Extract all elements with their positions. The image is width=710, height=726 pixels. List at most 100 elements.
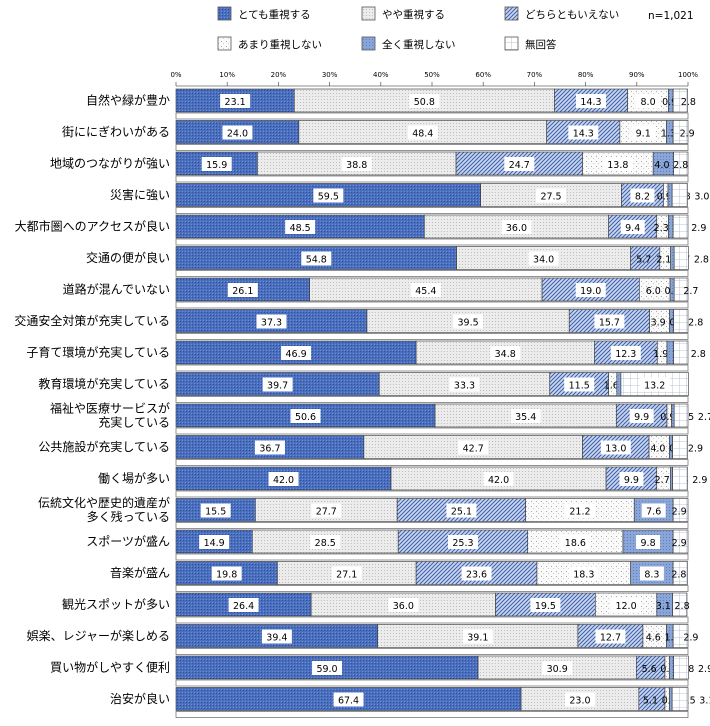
data-label-box bbox=[312, 661, 343, 675]
category-label: 大都市圏へのアクセスが良い bbox=[15, 219, 170, 234]
data-label-box bbox=[281, 346, 312, 360]
data-label: 1.9 bbox=[653, 349, 668, 360]
data-label: 8.2 bbox=[635, 192, 650, 203]
row-separator bbox=[175, 175, 689, 183]
data-label-box bbox=[600, 440, 631, 455]
data-label: 34.0 bbox=[533, 255, 554, 266]
data-label: 36.0 bbox=[393, 601, 414, 612]
legend-swatch bbox=[217, 6, 232, 21]
data-label: 23.0 bbox=[569, 696, 590, 707]
data-label: 42.0 bbox=[488, 475, 509, 486]
data-label: 1.3 bbox=[665, 633, 680, 644]
row-separator bbox=[175, 585, 689, 592]
bar-row: 音楽が盛ん 19.8 27.1 23.6 18.3 8.3 2.8 bbox=[110, 561, 689, 592]
data-label-box bbox=[510, 409, 541, 423]
bar-row: 街ににぎわいがある 24.0 48.4 14.3 9.1 1.3 2.9 bbox=[62, 120, 695, 151]
bar-segment bbox=[672, 120, 689, 144]
category-label: 多く残っている bbox=[87, 510, 170, 524]
data-label: 12.0 bbox=[615, 601, 636, 612]
row-separator bbox=[175, 427, 689, 435]
data-label-box bbox=[595, 629, 626, 644]
data-label-box bbox=[620, 220, 645, 234]
x-tick-label: 100% bbox=[678, 71, 698, 79]
row-separator bbox=[175, 553, 689, 561]
category-label: 音楽が盛ん bbox=[110, 565, 170, 580]
bar-segment bbox=[671, 183, 688, 207]
data-label: 4.6 bbox=[646, 633, 661, 644]
category-label: 観光スポットが多い bbox=[62, 597, 170, 612]
data-label: 9.9 bbox=[624, 475, 639, 486]
category-label: 子育て環境が充実している bbox=[26, 345, 170, 360]
data-label: 2.9 bbox=[672, 538, 687, 549]
data-label: 6.0 bbox=[646, 286, 661, 297]
data-label-box bbox=[504, 157, 535, 171]
x-tick-label: 20% bbox=[271, 71, 287, 79]
category-label: 働く場が多い bbox=[98, 471, 170, 486]
data-label: 13.0 bbox=[605, 444, 626, 455]
category-label: 買い物がしやすく便利 bbox=[50, 660, 170, 675]
data-label: 5.6 bbox=[642, 664, 657, 675]
data-label: 46.9 bbox=[285, 349, 306, 360]
row-separator bbox=[175, 144, 689, 151]
data-label-box bbox=[564, 692, 595, 707]
data-label: 59.0 bbox=[316, 664, 337, 675]
data-label-box bbox=[311, 503, 342, 518]
data-label: 8.3 bbox=[644, 570, 659, 581]
data-label: 15.7 bbox=[599, 318, 620, 329]
data-label: 50.8 bbox=[414, 97, 435, 108]
data-label-box bbox=[301, 251, 332, 266]
row-separator bbox=[175, 679, 689, 687]
data-label: 26.1 bbox=[232, 286, 253, 297]
data-label: 42.7 bbox=[463, 444, 484, 455]
data-label: 15.9 bbox=[206, 160, 227, 171]
legend-swatch bbox=[361, 36, 376, 51]
bar-segment bbox=[673, 403, 689, 428]
category-label: 交通の便が良い bbox=[86, 250, 170, 265]
row-separator bbox=[175, 364, 689, 372]
row-separator bbox=[175, 616, 689, 624]
legend-swatch bbox=[217, 36, 232, 51]
data-label-box bbox=[254, 440, 285, 455]
bar-segment bbox=[667, 183, 673, 207]
data-label-box bbox=[228, 598, 259, 612]
data-label: 2.9 bbox=[691, 223, 706, 234]
data-label: 33.3 bbox=[454, 381, 475, 392]
data-label-box bbox=[453, 314, 484, 329]
data-label-box bbox=[333, 692, 364, 707]
bar-segment bbox=[669, 655, 674, 680]
data-label: 19.0 bbox=[580, 286, 601, 297]
data-label: 7.6 bbox=[646, 507, 661, 518]
data-label-box bbox=[410, 283, 441, 297]
legend-swatch bbox=[361, 6, 376, 21]
data-label: 26.4 bbox=[233, 601, 254, 612]
data-label: 25.3 bbox=[452, 538, 473, 549]
data-label-box bbox=[227, 283, 258, 297]
data-label: 0.8 bbox=[665, 286, 680, 297]
data-label: 37.3 bbox=[261, 318, 282, 329]
bar-segment bbox=[673, 340, 689, 365]
x-tick-label: 80% bbox=[578, 71, 594, 79]
data-label: 2.7 bbox=[655, 475, 670, 486]
data-label: 23.1 bbox=[225, 97, 246, 108]
data-label: 15.5 bbox=[205, 507, 226, 518]
data-label-box bbox=[200, 503, 231, 518]
row-separator bbox=[175, 490, 689, 498]
data-label: 14.9 bbox=[204, 538, 225, 549]
data-label: 27.7 bbox=[316, 507, 337, 518]
data-label: 0.9 bbox=[660, 412, 675, 423]
x-tick-label: 10% bbox=[219, 71, 235, 79]
x-tick-label: 40% bbox=[373, 71, 389, 79]
row-separator bbox=[175, 207, 689, 214]
data-label-box bbox=[639, 566, 664, 581]
data-label: 18.3 bbox=[573, 570, 594, 581]
bar-segment bbox=[673, 151, 689, 176]
data-label: 28.5 bbox=[315, 538, 336, 549]
data-label: 24.7 bbox=[509, 160, 530, 171]
data-label-box bbox=[409, 94, 440, 108]
row-separator bbox=[175, 270, 689, 277]
bars: 自然や緑が豊か 23.1 50.8 14.3 8.0 0.9 2.8 街ににぎわいがある 24.… bbox=[14, 88, 710, 718]
data-label: 2.8 bbox=[681, 97, 696, 108]
bar-segment bbox=[672, 435, 688, 459]
